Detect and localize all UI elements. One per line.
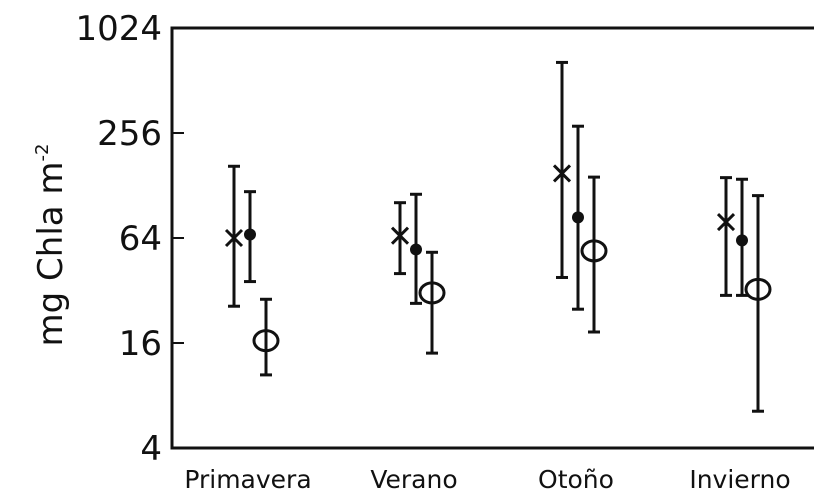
y-tick-label: 16 [119, 324, 162, 364]
dot-marker [410, 243, 422, 256]
y-axis-title-text: mg Chla m [31, 161, 71, 346]
x-marker [224, 228, 244, 248]
x-category-label: Primavera [184, 465, 311, 494]
circle-marker [418, 281, 446, 305]
x-category-label: Otoño [538, 465, 614, 494]
plot-frame [170, 26, 814, 450]
y-tick-label: 1024 [75, 9, 162, 49]
data-marks [224, 60, 772, 413]
x-category-label: Verano [370, 465, 457, 494]
y-tick-label: 4 [140, 429, 162, 469]
dot-marker [736, 234, 748, 247]
y-tick-label: 64 [119, 219, 162, 259]
dot-marker [572, 211, 584, 224]
x-marker [552, 164, 572, 183]
x-marker [390, 226, 410, 245]
dot-marker [244, 228, 256, 241]
circle-marker [252, 329, 280, 353]
y-axis-ticks: 4 16 64 256 1024 [75, 9, 184, 469]
circle-marker [580, 239, 608, 263]
y-axis-title: mg Chla m-2 [31, 144, 71, 347]
circle-marker [744, 277, 772, 301]
y-axis-title-superscript: -2 [32, 144, 53, 162]
x-category-label: Invierno [689, 465, 790, 494]
x-marker [716, 212, 736, 232]
y-tick-label: 256 [97, 114, 162, 154]
x-axis-category-labels: Primavera Verano Otoño Invierno [184, 465, 790, 494]
